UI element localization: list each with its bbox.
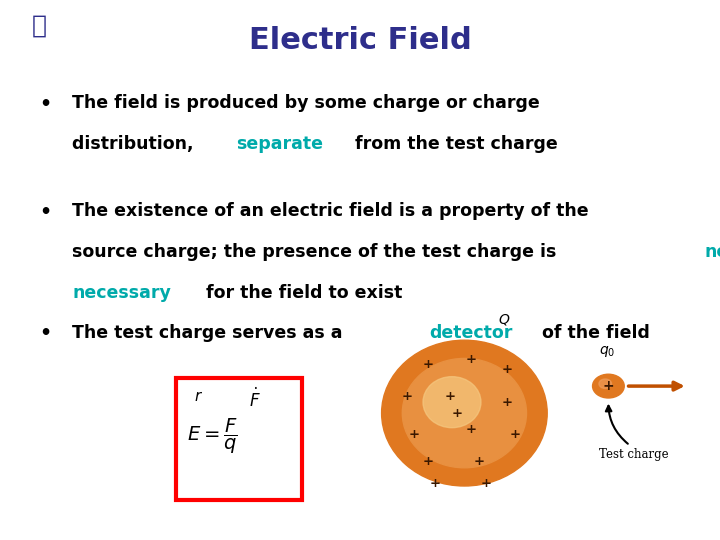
Text: +: +: [509, 428, 521, 441]
Text: $r$: $r$: [194, 389, 204, 404]
Text: distribution,: distribution,: [72, 135, 199, 153]
Text: The field is produced by some charge or charge: The field is produced by some charge or …: [72, 94, 540, 112]
Text: +: +: [408, 428, 420, 441]
Text: +: +: [502, 363, 513, 376]
Text: +: +: [466, 423, 477, 436]
Text: separate: separate: [236, 135, 323, 153]
Text: 🦎: 🦎: [32, 14, 47, 37]
Text: from the test charge: from the test charge: [348, 135, 557, 153]
Text: Test charge: Test charge: [599, 448, 668, 461]
Text: +: +: [502, 396, 513, 409]
Text: •: •: [40, 94, 52, 113]
Text: for the field to exist: for the field to exist: [199, 284, 402, 301]
Ellipse shape: [402, 359, 526, 468]
Text: +: +: [423, 358, 434, 371]
Ellipse shape: [593, 374, 624, 398]
Text: •: •: [40, 202, 52, 221]
Text: detector: detector: [429, 324, 512, 342]
Ellipse shape: [599, 379, 611, 388]
Text: •: •: [40, 324, 52, 343]
Text: +: +: [603, 379, 614, 393]
Text: +: +: [451, 407, 463, 420]
Text: +: +: [466, 353, 477, 366]
Text: +: +: [401, 390, 413, 403]
Text: Electric Field: Electric Field: [248, 26, 472, 55]
Text: The test charge serves as a: The test charge serves as a: [72, 324, 348, 342]
Text: +: +: [444, 390, 456, 403]
Text: necessary: necessary: [72, 284, 171, 301]
Text: $E = \dfrac{F}{q}$: $E = \dfrac{F}{q}$: [187, 417, 238, 456]
Text: $\dot{F}$: $\dot{F}$: [249, 388, 261, 411]
Text: +: +: [430, 477, 441, 490]
Text: $q_0$: $q_0$: [599, 344, 615, 359]
Text: not: not: [705, 243, 720, 261]
FancyBboxPatch shape: [176, 378, 302, 500]
Text: Q: Q: [498, 313, 510, 327]
Text: source charge; the presence of the test charge is: source charge; the presence of the test …: [72, 243, 562, 261]
Ellipse shape: [423, 377, 481, 428]
Ellipse shape: [382, 340, 547, 486]
Text: +: +: [423, 455, 434, 468]
Text: +: +: [473, 455, 485, 468]
Text: +: +: [480, 477, 492, 490]
Text: of the field: of the field: [536, 324, 650, 342]
Text: The existence of an electric field is a property of the: The existence of an electric field is a …: [72, 202, 589, 220]
